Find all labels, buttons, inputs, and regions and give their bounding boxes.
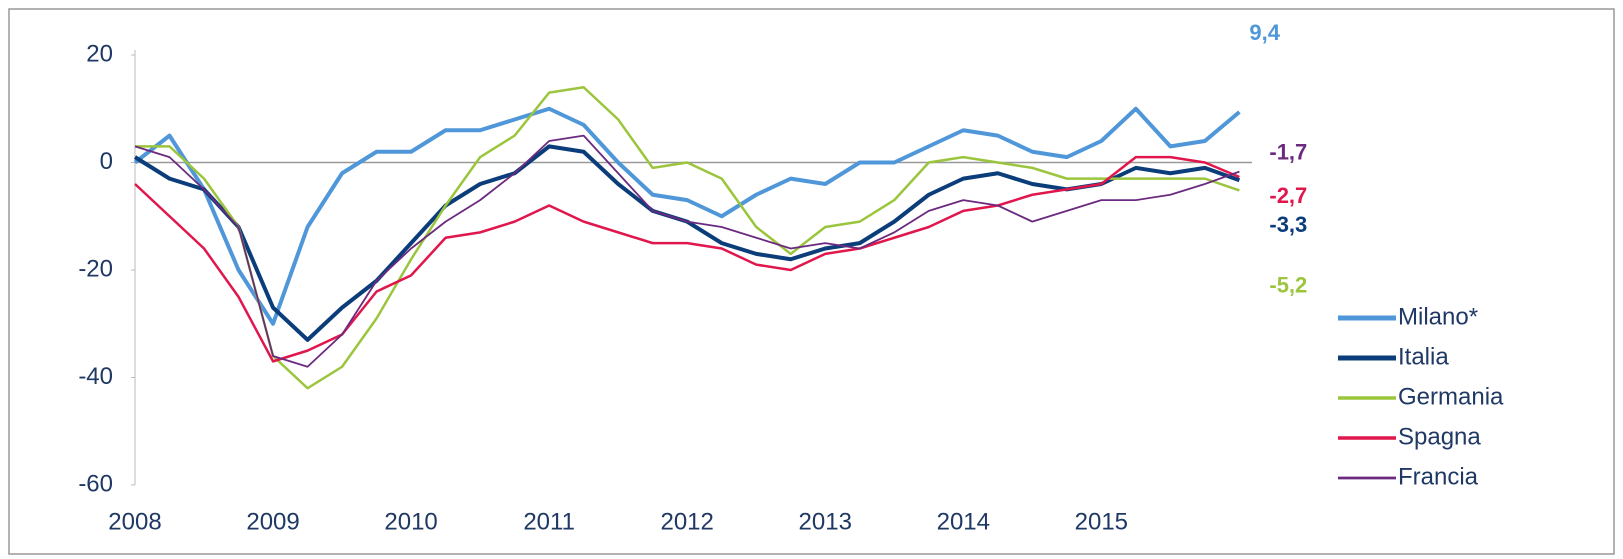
end-label: -5,2 (1269, 272, 1307, 297)
x-tick-label: 2013 (799, 508, 852, 535)
x-tick-label: 2012 (660, 508, 713, 535)
end-label: -3,3 (1269, 212, 1307, 237)
end-label: -1,7 (1269, 139, 1307, 164)
x-tick-label: 2011 (523, 508, 575, 535)
end-label: 9,4 (1249, 20, 1280, 45)
x-tick-label: 2009 (246, 508, 299, 535)
x-tick-label: 2015 (1075, 508, 1128, 535)
legend-label: Francia (1398, 463, 1479, 490)
series-line (134, 134, 1240, 368)
x-tick-label: 2014 (937, 508, 990, 535)
x-tick-label: 2008 (108, 508, 161, 535)
series-line (133, 106, 1241, 326)
legend-label: Milano* (1398, 303, 1478, 330)
frame (8, 8, 1615, 555)
legend-label: Germania (1398, 383, 1504, 410)
y-tick-label: 20 (86, 40, 113, 67)
y-tick-label: -60 (78, 470, 113, 497)
series-line (134, 155, 1240, 363)
y-tick-label: 0 (100, 148, 113, 175)
legend-label: Spagna (1398, 423, 1481, 450)
end-label: -2,7 (1269, 183, 1307, 208)
y-tick-label: -40 (78, 363, 113, 390)
x-tick-label: 2010 (384, 508, 437, 535)
y-tick-label: -20 (78, 255, 113, 282)
series-line (135, 86, 1240, 390)
legend-label: Italia (1398, 343, 1449, 370)
